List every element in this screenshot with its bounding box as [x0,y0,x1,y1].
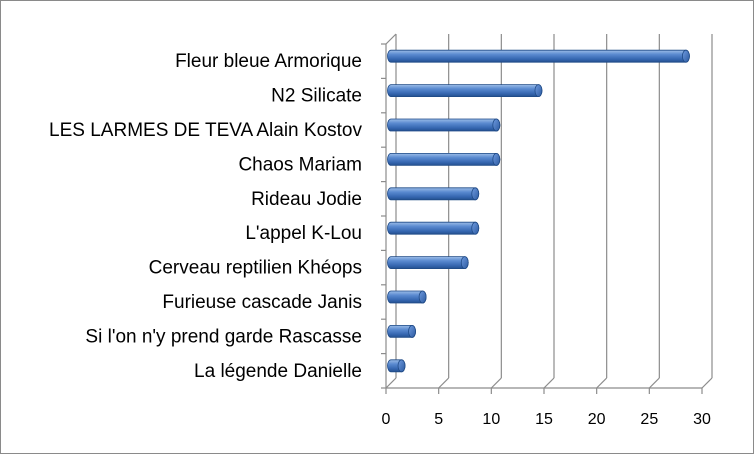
bar [387,84,543,97]
category-label: Fleur bleue Armorique [175,51,362,72]
bar-body [387,256,469,269]
x-tick-label: 25 [640,411,658,428]
bar [387,256,469,270]
bar-cap [471,187,480,201]
bar [387,152,501,166]
floor-gridline [701,377,713,389]
bar-cap [418,290,427,304]
category-label: Furieuse cascade Janis [162,292,362,313]
floor-gridline [648,377,660,389]
x-tick-label: 0 [382,411,391,428]
category-label: La légende Danielle [194,361,362,382]
x-tick-label: 10 [482,411,500,428]
x-tick-label: 15 [535,411,553,428]
bar-body [387,153,501,166]
x-tick-label: 20 [588,411,606,428]
x-tick-label: 30 [693,411,711,428]
bar [387,324,416,338]
category-label: LES LARMES DE TEVA Alain Kostov [49,120,362,141]
bar [387,290,427,304]
bar [387,359,406,373]
bar [387,49,690,63]
bar-body [387,221,480,235]
floor-gridline [596,377,608,389]
bar-cap [492,152,501,166]
floor-gridline [438,377,450,389]
floor-gridline [385,377,397,389]
bar-cap [492,118,501,132]
x-tick-labels: 0 5 10 15 20 25 30 [382,411,711,428]
bar [387,118,501,132]
bar [387,187,480,201]
bar-body [387,118,501,132]
bar-cap [408,324,416,338]
category-label: Cerveau reptilien Khéops [149,258,362,279]
bar-cap [460,256,469,270]
wall-edge [385,33,397,45]
bar-cap [534,84,543,97]
category-labels: Fleur bleue Armorique N2 Silicate LES LARM… [49,51,362,382]
bars [387,49,690,373]
category-label: Rideau Jodie [251,189,362,210]
bar-cap [471,221,480,235]
bar-cap [682,49,690,63]
x-tick-label: 5 [434,411,443,428]
bar-body [387,84,543,97]
category-label: Si l'on n'y prend garde Rascasse [85,326,362,347]
category-label: N2 Silicate [271,86,362,107]
floor-gridline [543,377,555,389]
bar-body [387,187,480,201]
category-label: Chaos Mariam [238,154,362,175]
bar-body [387,49,690,63]
bar-cap [397,359,406,373]
bar [387,221,480,235]
category-label: L'appel K-Lou [245,223,362,244]
floor-gridline [490,377,502,389]
